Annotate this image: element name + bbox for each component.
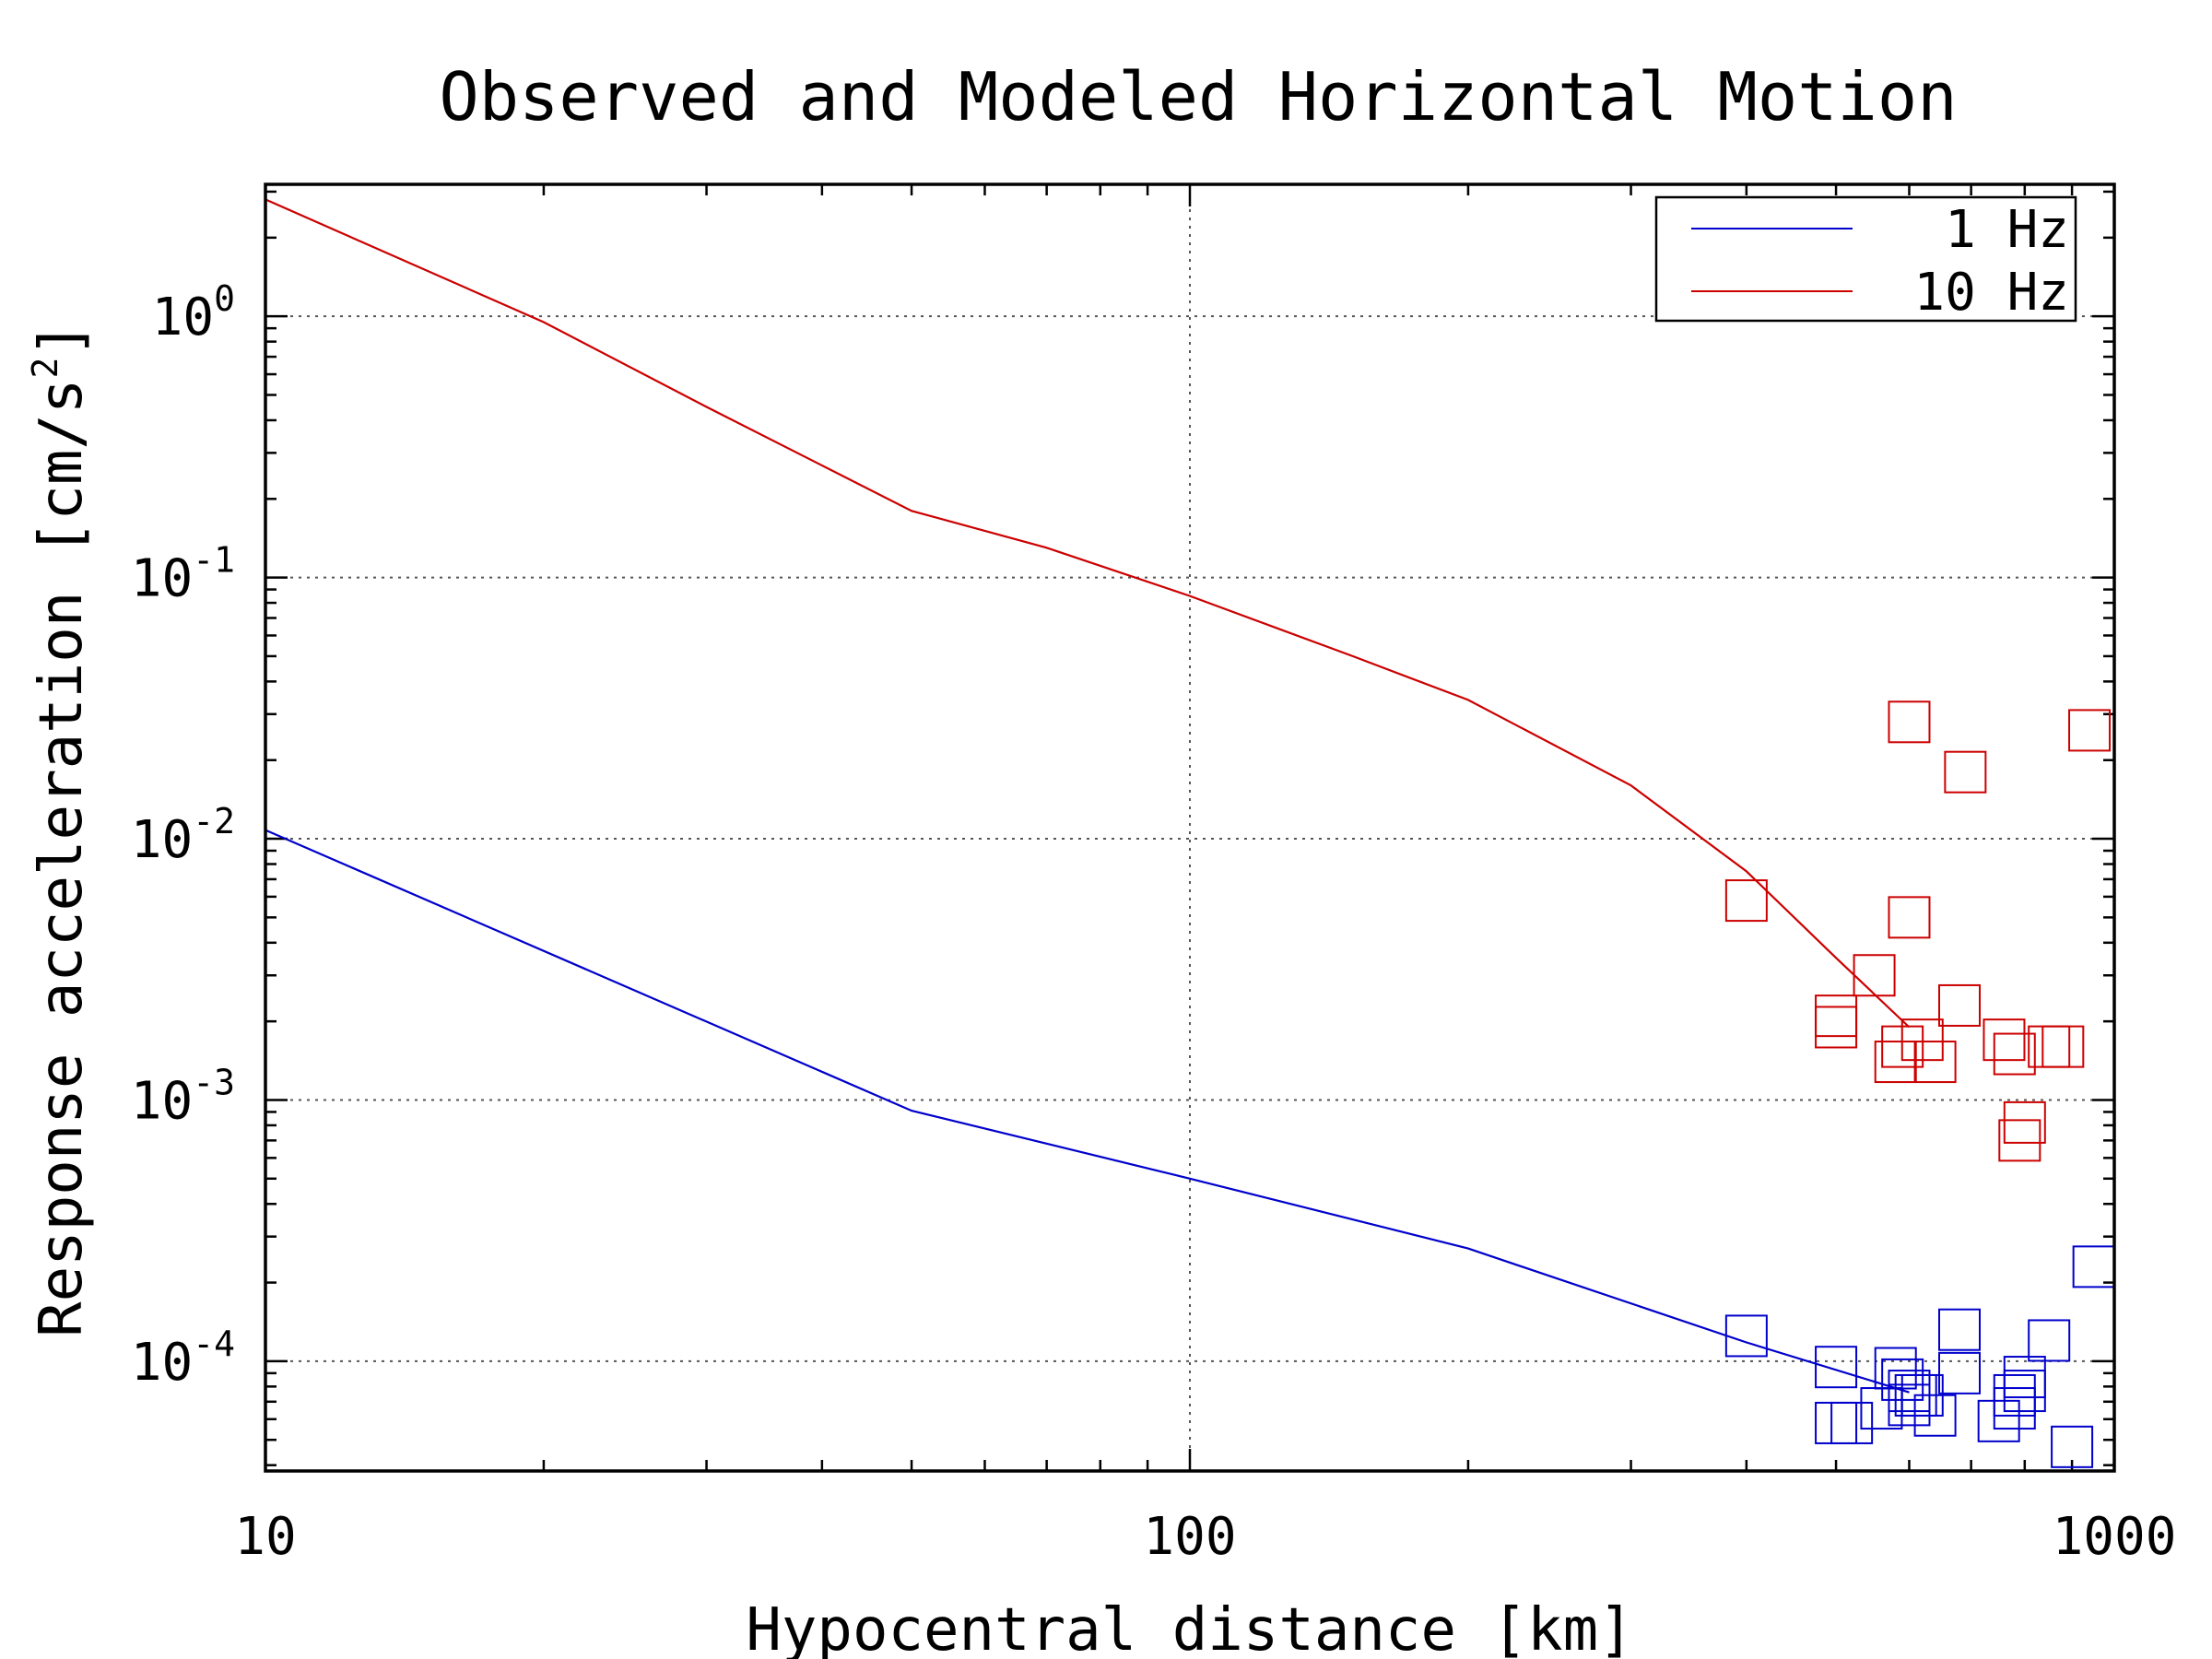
y-tick-label: 10-4	[131, 1324, 235, 1393]
y-tick-label-base: 10	[131, 810, 193, 870]
data-point-1hz	[1993, 1387, 2036, 1430]
data-point-10hz	[1983, 1018, 2026, 1062]
legend-label-10hz: 10 Hz	[1913, 263, 2069, 323]
y-tick-label-base: 10	[152, 288, 214, 347]
data-point-1hz	[2003, 1370, 2046, 1413]
x-tick-label: 100	[1143, 1507, 1236, 1567]
series-line-1hz	[265, 829, 1910, 1394]
data-point-10hz	[1944, 750, 1987, 794]
data-point-10hz	[1888, 896, 1931, 939]
y-tick-label-exponent: -2	[193, 801, 235, 841]
data-point-1hz	[1977, 1399, 2020, 1442]
data-point-10hz	[2068, 709, 2112, 752]
data-point-1hz	[1888, 1383, 1931, 1427]
data-point-1hz	[1938, 1351, 1982, 1394]
y-tick-label-base: 10	[131, 1333, 193, 1393]
data-point-10hz	[1913, 1041, 1957, 1084]
data-point-10hz	[1724, 879, 1768, 923]
data-point-10hz	[1874, 1041, 1917, 1084]
y-tick-label: 10-2	[131, 801, 235, 870]
data-point-10hz	[1938, 983, 1982, 1027]
chart-title: Observed and Modeled Horizontal Motion	[439, 58, 1957, 135]
data-point-10hz	[2041, 1025, 2085, 1068]
y-tick-label-exponent: -1	[193, 540, 235, 581]
x-tick-label: 1000	[2053, 1507, 2177, 1567]
series-line-10hz	[265, 198, 1911, 1029]
y-axis-label-main: Response acceleration [cm/s	[28, 379, 96, 1337]
y-tick-label: 100	[152, 278, 235, 347]
plot-frame	[264, 182, 2116, 1473]
y-tick-label: 10-3	[131, 1062, 235, 1131]
legend-box	[1654, 195, 2077, 323]
x-axis-label: Hypocentral distance [km]	[746, 1596, 1633, 1659]
data-point-1hz	[1815, 1401, 1858, 1444]
series-layer	[265, 198, 2115, 1468]
data-point-1hz	[2003, 1356, 2046, 1399]
y-tick-label-exponent: -3	[193, 1062, 235, 1102]
data-point-1hz	[2051, 1425, 2094, 1468]
grid-lines	[265, 184, 2114, 1471]
data-point-1hz	[1830, 1401, 1874, 1444]
y-axis-label-suffix: ]	[28, 322, 96, 358]
data-point-1hz	[1815, 1346, 1858, 1389]
data-point-10hz	[1853, 954, 1896, 997]
legend-label-1hz: 1 Hz	[1945, 200, 2069, 260]
data-point-10hz	[2003, 1100, 2046, 1144]
data-point-10hz	[1815, 1006, 1858, 1049]
y-tick-label-base: 10	[131, 549, 193, 609]
data-point-1hz	[1913, 1394, 1957, 1437]
y-axis-label-superscript: 2	[25, 358, 65, 379]
data-point-1hz	[1938, 1308, 1982, 1351]
y-tick-label: 10-1	[131, 540, 235, 609]
y-tick-label-base: 10	[131, 1071, 193, 1131]
y-axis-label: Response acceleration [cm/s2]	[25, 322, 96, 1337]
data-point-1hz	[2028, 1319, 2071, 1362]
y-tick-label-exponent: 0	[214, 278, 235, 319]
x-tick-label: 10	[234, 1507, 296, 1567]
legend: 1 Hz 10 Hz	[1654, 195, 2077, 323]
data-point-10hz	[1900, 1018, 1944, 1062]
x-tick-labels: 10 100 1000	[234, 1507, 2176, 1567]
data-point-10hz	[1998, 1119, 2041, 1162]
axis-ticks	[264, 184, 2114, 1471]
y-tick-label-exponent: -4	[193, 1324, 235, 1364]
data-point-1hz	[1993, 1373, 2036, 1417]
data-point-10hz	[1815, 994, 1858, 1038]
data-point-10hz	[1993, 1032, 2036, 1076]
data-point-1hz	[1724, 1314, 1768, 1358]
data-point-1hz	[2072, 1245, 2115, 1288]
data-point-10hz	[1888, 700, 1931, 744]
